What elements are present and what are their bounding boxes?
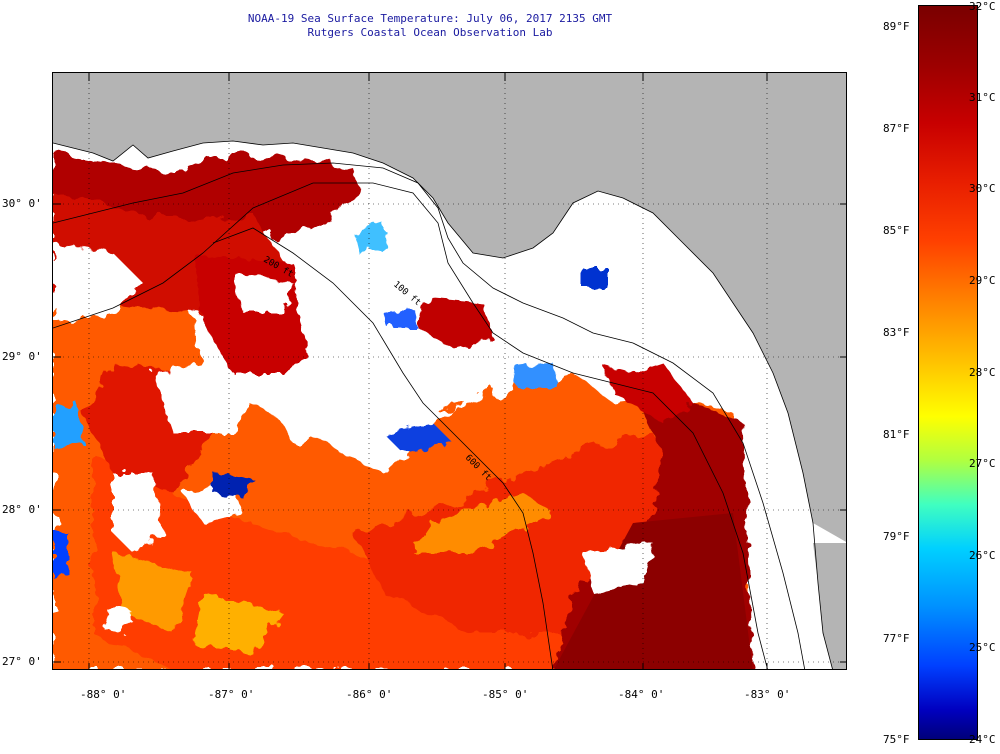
sst-map-canvas: 200 ft 100 ft 600 ft [53, 73, 846, 669]
lat-label-27: 27° 0' [2, 655, 42, 668]
colorbar-c-label: 32°C [969, 0, 996, 13]
colorbar-f-label: 77°F [883, 632, 910, 645]
colorbar-f-label: 75°F [883, 733, 910, 746]
sst-map: 200 ft 100 ft 600 ft [52, 72, 847, 670]
lat-label-29: 29° 0' [2, 350, 42, 363]
colorbar-c-label: 26°C [969, 549, 996, 562]
colorbar-f-label: 81°F [883, 428, 910, 441]
frame-ticks [53, 73, 846, 669]
colorbar-c-label: 24°C [969, 733, 996, 746]
cool-fringes [53, 223, 608, 578]
lon-label-85: -85° 0' [482, 688, 529, 701]
lon-label-83: -83° 0' [744, 688, 791, 701]
map-subtitle: Rutgers Coastal Ocean Observation Lab [307, 26, 553, 39]
colorbar-c-label: 25°C [969, 641, 996, 654]
coastline [53, 140, 833, 669]
map-title: NOAA-19 Sea Surface Temperature: July 06… [247, 12, 613, 25]
no-data-areas [53, 183, 773, 633]
lat-label-30: 30° 0' [2, 197, 42, 210]
isobath-contours [53, 162, 806, 669]
lat-label-28: 28° 0' [2, 503, 42, 516]
colorbar-f-label: 79°F [883, 530, 910, 543]
colorbar-c-label: 30°C [969, 182, 996, 195]
colorbar-c-label: 27°C [969, 457, 996, 470]
lon-label-86: -86° 0' [346, 688, 393, 701]
colorbar-f-label: 89°F [883, 20, 910, 33]
colorbar-f-label: 87°F [883, 122, 910, 135]
lon-label-88: -88° 0' [80, 688, 127, 701]
lon-label-87: -87° 0' [208, 688, 255, 701]
lon-label-84: -84° 0' [618, 688, 665, 701]
temperature-colorbar [918, 5, 978, 740]
colorbar-f-label: 83°F [883, 326, 910, 339]
colorbar-c-label: 28°C [969, 366, 996, 379]
colorbar-f-label: 85°F [883, 224, 910, 237]
colorbar-c-label: 31°C [969, 91, 996, 104]
colorbar-c-label: 29°C [969, 274, 996, 287]
land [53, 73, 846, 669]
